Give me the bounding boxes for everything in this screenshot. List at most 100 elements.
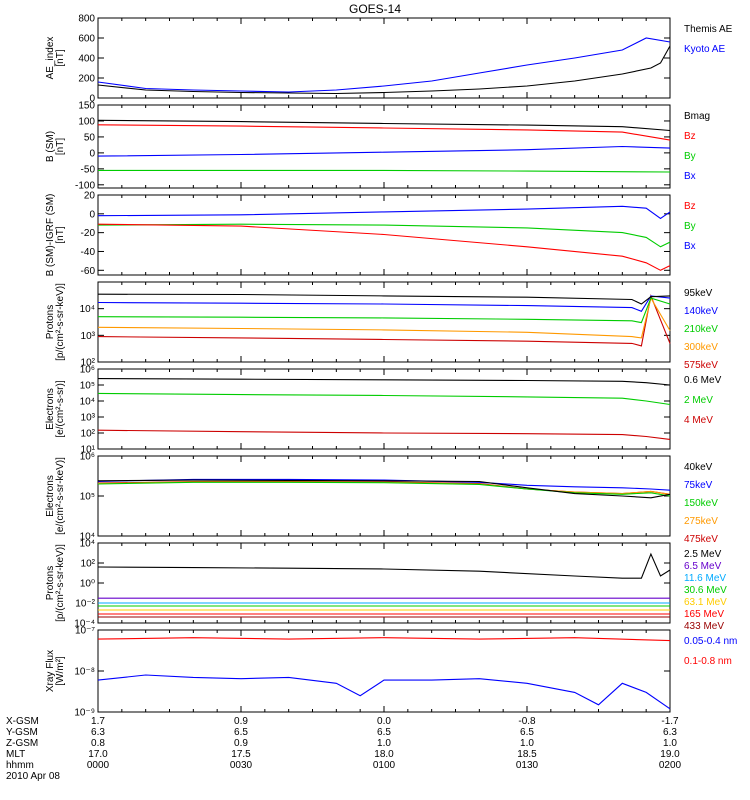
panel-0-ytick-label: 200 bbox=[78, 74, 95, 85]
panel-0-legend-entry: Themis AE bbox=[684, 24, 733, 35]
panel-5-frame bbox=[97, 455, 671, 537]
panel-7-frame bbox=[97, 629, 671, 713]
panel-4-ytick-label: 10² bbox=[81, 429, 96, 440]
panel-1-ytick-label: 0 bbox=[89, 148, 95, 159]
panel-5-series-275kev bbox=[97, 481, 671, 495]
panel-2-ytick-label: -60 bbox=[81, 266, 96, 277]
panel-3-ytick-label: 10² bbox=[81, 358, 96, 369]
panel-7-ylabel-0: Xray Flux bbox=[45, 650, 56, 692]
panel-1-series-by bbox=[98, 169, 671, 173]
panel-2-legend-entry: By bbox=[684, 221, 696, 232]
panel-3-series-210kev bbox=[97, 297, 671, 324]
panel-0-series-themis-ae bbox=[97, 45, 671, 95]
panel-0-ytick-label: 0 bbox=[89, 94, 95, 105]
panel-5-ytick-label: 10⁴ bbox=[80, 532, 95, 543]
panel-1-legend-entry: By bbox=[684, 151, 696, 162]
panel-3-legend-entry: 95keV bbox=[684, 288, 713, 299]
panel-1-frame bbox=[97, 104, 671, 189]
panel-4-series-0-6-mev bbox=[97, 378, 671, 386]
panel-3-legend-entry: 140keV bbox=[684, 306, 718, 317]
panel-4-ytick-label: 10¹ bbox=[81, 445, 96, 456]
panel-3-legend-entry: 575keV bbox=[684, 360, 718, 371]
panel-2-series-by bbox=[97, 223, 671, 248]
panel-1-ylabel-0: B (SM) bbox=[45, 131, 56, 162]
panel-5-series-40kev bbox=[97, 479, 671, 499]
panel-6-ylabel-1: [p/(cm²-s-sr-keV)] bbox=[55, 544, 66, 622]
panel-5-legend-entry: 150keV bbox=[684, 498, 718, 509]
panel-5-series-150kev bbox=[97, 481, 671, 497]
panel-5-legend-entry: 40keV bbox=[684, 462, 713, 473]
panel-4-ytick-label: 10³ bbox=[81, 413, 96, 424]
panel-5-legend-entry: 275keV bbox=[684, 516, 718, 527]
panel-3-series-95kev bbox=[97, 293, 671, 305]
panel-3-legend-entry: 300keV bbox=[684, 342, 718, 353]
panel-1-legend-entry: Bx bbox=[684, 171, 696, 182]
plot-title: GOES-14 bbox=[349, 2, 401, 16]
panel-1-legend-entry: Bmag bbox=[684, 111, 710, 122]
panel-7-legend-entry: 0.05-0.4 nm bbox=[684, 636, 737, 647]
panel-0-ylabel-0: AE_index bbox=[45, 37, 56, 80]
panel-2-legend-entry: Bx bbox=[684, 241, 696, 252]
panel-0-legend-entry: Kyoto AE bbox=[684, 44, 725, 55]
panel-1-ytick-label: -50 bbox=[81, 164, 96, 175]
panel-7-legend-entry: 0.1-0.8 nm bbox=[684, 656, 732, 667]
panel-2-ylabel-1: [nT] bbox=[55, 226, 66, 243]
panel-4-legend-entry: 0.6 MeV bbox=[684, 375, 722, 386]
panel-1-ytick-label: 100 bbox=[78, 116, 95, 127]
panel-2-ytick-label: 20 bbox=[84, 191, 96, 202]
panel-3-ylabel-1: [p/(cm²-s-sr-keV)] bbox=[55, 283, 66, 361]
panel-4-ylabel-0: Electrons bbox=[45, 388, 56, 430]
panel-3-legend-entry: 210keV bbox=[684, 324, 718, 335]
panel-2-ytick-label: -40 bbox=[81, 247, 96, 258]
panel-6-legend-entry: 165 MeV bbox=[684, 609, 724, 620]
panel-6-legend-entry: 11.6 MeV bbox=[684, 573, 726, 584]
panel-4-legend-entry: 2 MeV bbox=[684, 395, 713, 406]
panel-4-series-4-mev bbox=[97, 429, 671, 440]
panel-3-series-300kev bbox=[97, 296, 671, 339]
panel-6-series-2-5-mev bbox=[97, 552, 671, 579]
panel-5-ylabel-0: Electrons bbox=[45, 475, 56, 517]
panel-4-series-2-mev bbox=[97, 392, 671, 406]
panel-4-ytick-label: 10⁵ bbox=[80, 381, 95, 392]
panel-6-frame bbox=[97, 542, 671, 624]
panel-1-ylabel-1: [nT] bbox=[55, 138, 66, 155]
panel-4-ytick-label: 10⁴ bbox=[80, 397, 95, 408]
panel-5-ytick-label: 10⁵ bbox=[80, 492, 95, 503]
panel-6-ylabel-0: Protons bbox=[45, 566, 56, 600]
panel-1-legend-entry: Bz bbox=[684, 131, 696, 142]
panel-3-ylabel-0: Protons bbox=[45, 305, 56, 339]
panel-2-ytick-label: 0 bbox=[89, 209, 95, 220]
panel-6-legend-entry: 433 MeV bbox=[684, 621, 724, 632]
panel-1-ytick-label: -100 bbox=[75, 180, 95, 191]
panel-6-ytick-label: 10² bbox=[81, 559, 96, 570]
panel-6-ytick-label: 10⁻² bbox=[75, 599, 95, 610]
panel-0-ytick-label: 600 bbox=[78, 34, 95, 45]
panel-5-series-75kev bbox=[97, 478, 671, 491]
panel-5-legend-entry: 475keV bbox=[684, 534, 718, 545]
panel-4-ytick-label: 10⁶ bbox=[80, 365, 95, 376]
panel-6-legend-entry: 63.1 MeV bbox=[684, 597, 727, 608]
panel-7-series-0-05-0-4-nm bbox=[97, 674, 671, 710]
panel-2-series-bz bbox=[97, 223, 671, 271]
panel-2-series-bx bbox=[97, 205, 671, 220]
panel-1-series-bmag bbox=[97, 119, 671, 132]
panel-1-series-bx bbox=[97, 145, 671, 157]
panel-4-legend-entry: 4 MeV bbox=[684, 415, 713, 426]
panel-5-ytick-label: 10⁶ bbox=[80, 452, 95, 463]
panel-1-ytick-label: 50 bbox=[84, 132, 96, 143]
panel-6-legend-entry: 6.5 MeV bbox=[684, 561, 722, 572]
panel-7-ytick-label: 10⁻⁸ bbox=[74, 667, 95, 678]
panel-0-ylabel-1: [nT] bbox=[55, 49, 66, 66]
panel-2-legend-entry: Bz bbox=[684, 201, 696, 212]
panel-0-ytick-label: 800 bbox=[78, 14, 95, 25]
panel-4-ylabel-1: [e/(cm²-s-sr)] bbox=[55, 380, 66, 437]
panel-2-ylabel-0: B (SM)-IGRF (SM) bbox=[45, 194, 56, 277]
panel-7-ylabel-1: [W/m²] bbox=[55, 656, 66, 686]
panel-6-ytick-label: 10⁻⁴ bbox=[74, 619, 95, 630]
panel-7-series-0-1-0-8-nm bbox=[97, 637, 671, 642]
panel-6-legend-entry: 30.6 MeV bbox=[684, 585, 727, 596]
panel-0-ytick-label: 400 bbox=[78, 54, 95, 65]
panel-0-series-kyoto-ae bbox=[97, 37, 671, 93]
panel-6-ytick-label: 10⁴ bbox=[80, 539, 95, 550]
